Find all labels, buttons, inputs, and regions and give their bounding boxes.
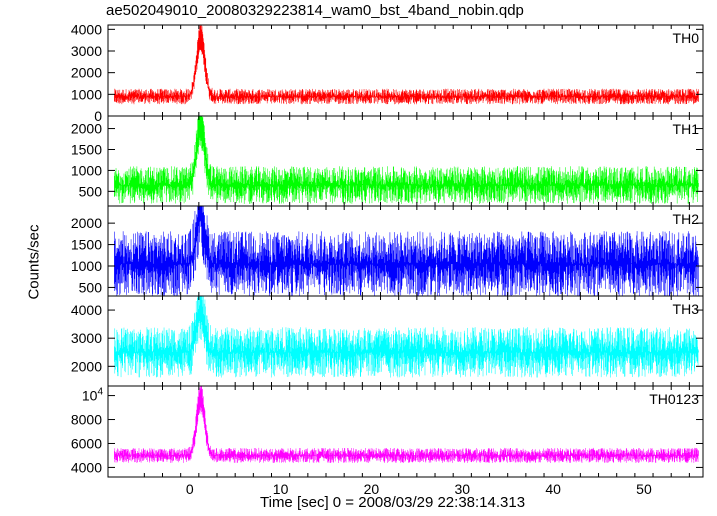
y-tick-label: 500 xyxy=(79,183,103,199)
x-tick-label: 10 xyxy=(273,481,289,497)
y-tick-label: 104 xyxy=(82,387,104,404)
y-tick-label: 8000 xyxy=(71,412,102,428)
series-th1 xyxy=(114,116,699,204)
series-th0 xyxy=(114,25,699,105)
x-tick-label: 0 xyxy=(186,481,194,497)
panel-th3: 2000 3000 4000 TH3 xyxy=(71,295,704,387)
panel-label: TH0123 xyxy=(649,391,699,407)
y-tick-label: 2000 xyxy=(71,121,102,137)
chart-title: ae502049010_20080329223814_wam0_bst_4ban… xyxy=(106,2,524,19)
y-tick-label: 1000 xyxy=(71,162,102,178)
y-tick-label: 1000 xyxy=(71,86,102,102)
x-tick-label: 30 xyxy=(454,481,470,497)
y-tick-label: 500 xyxy=(79,279,103,295)
panel-frame xyxy=(107,385,704,478)
y-tick-label: 1500 xyxy=(71,237,102,253)
panel-label: TH0 xyxy=(673,30,700,46)
panel-th2: 500 1000 1500 2000 TH2 xyxy=(71,205,704,297)
panel-label: TH3 xyxy=(673,301,700,317)
y-tick-label: 2000 xyxy=(71,358,102,374)
panel-th0123: 4000 6000 8000 104 TH0123 xyxy=(71,385,704,478)
y-tick-label: 2000 xyxy=(71,215,102,231)
y-tick-label: 4000 xyxy=(71,302,102,318)
y-tick-label: 1000 xyxy=(71,258,102,274)
panel-frame xyxy=(107,24,704,117)
y-tick-label: 3000 xyxy=(71,43,102,59)
series-th0123 xyxy=(114,386,699,463)
series-th2 xyxy=(114,206,699,296)
y-tick-label: 0 xyxy=(94,108,102,124)
x-tick-label: 40 xyxy=(545,481,561,497)
panel-label: TH1 xyxy=(673,121,700,137)
panel-th0: 0 1000 2000 3000 4000 TH0 xyxy=(71,21,704,124)
x-tick-label: 50 xyxy=(636,481,652,497)
y-tick-label: 6000 xyxy=(71,435,102,451)
y-tick-label: 2000 xyxy=(71,65,102,81)
x-tick-label: 20 xyxy=(364,481,380,497)
y-tick-label: 4000 xyxy=(71,21,102,37)
panel-th1: 500 1000 1500 2000 TH1 xyxy=(71,115,704,207)
series-th3 xyxy=(114,296,699,378)
panel-label: TH2 xyxy=(673,211,700,227)
y-tick-label: 4000 xyxy=(71,459,102,475)
y-tick-label: 3000 xyxy=(71,330,102,346)
x-axis-label: Time [sec] 0 = 2008/03/29 22:38:14.313 xyxy=(260,494,526,511)
y-tick-label: 1500 xyxy=(71,141,102,157)
